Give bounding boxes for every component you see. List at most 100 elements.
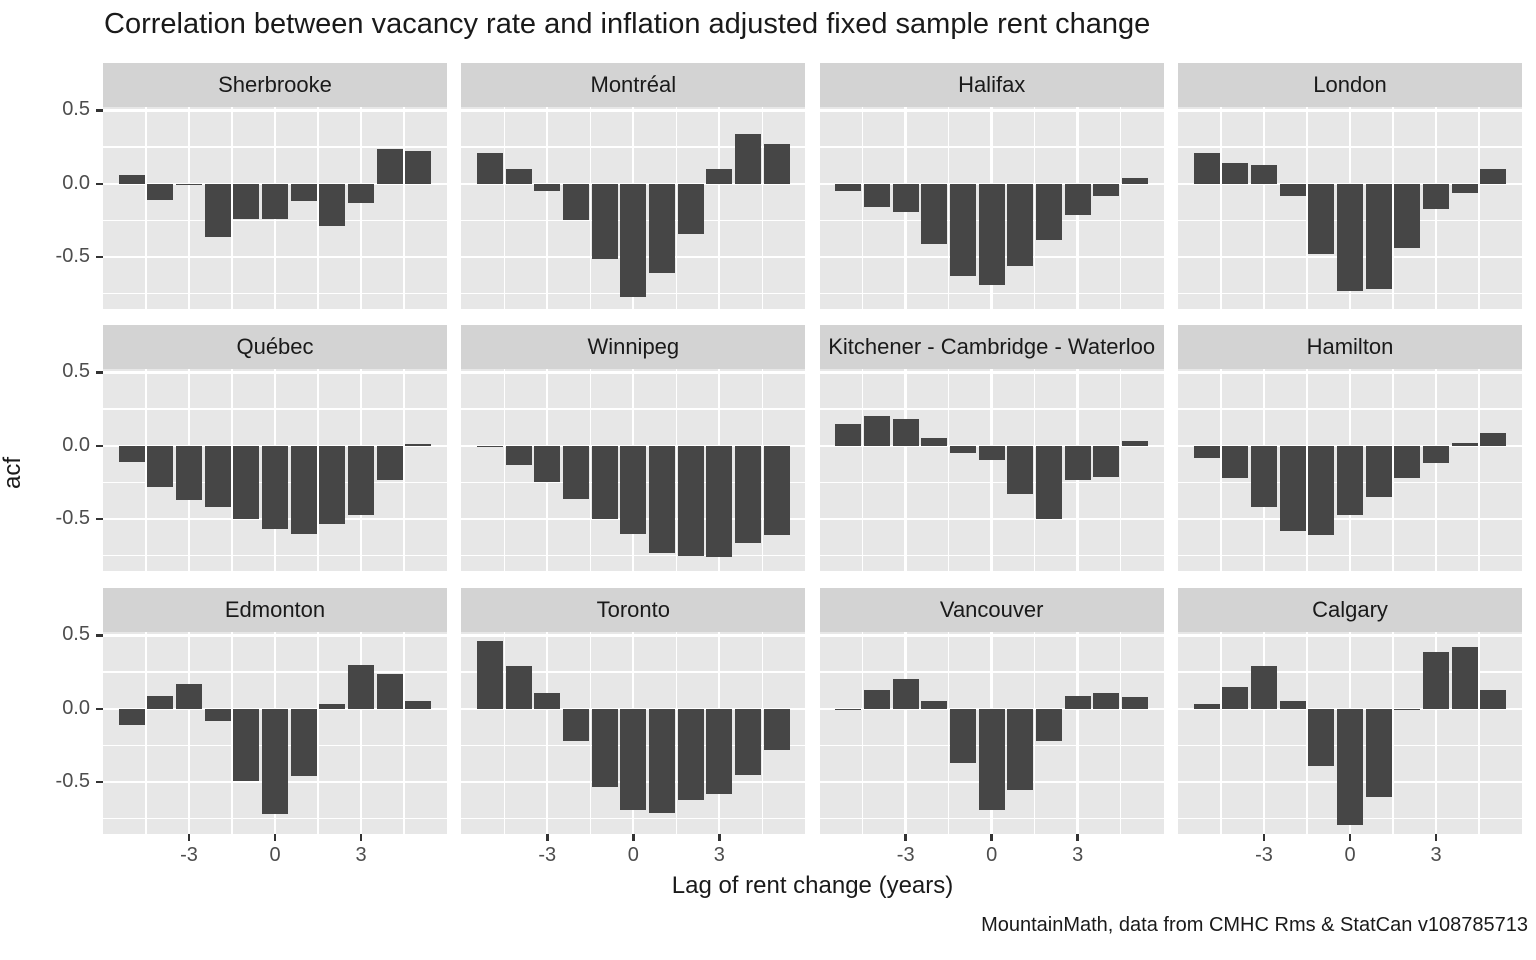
facet-title: Québec [236,334,314,359]
facet-panel-winnipeg [461,369,806,571]
acf-bar-lag-3 [348,183,374,203]
facet-title: Kitchener - Cambridge - Waterloo [828,334,1156,359]
gridline-minor-vertical [403,107,405,309]
facet-strip-hamilton: Hamilton [1178,325,1522,369]
acf-bar-lag--1 [1308,708,1335,767]
facet-title: Montréal [590,72,677,97]
x-axis-tick-label: 3 [355,844,367,866]
acf-bar-lag-1 [1365,445,1392,498]
y-axis-tick-label: 0.5 [62,360,90,383]
acf-bar-lag-0 [1337,183,1363,291]
acf-bar-lag-1 [290,445,317,534]
gridline-minor-vertical [675,632,677,834]
gridline-minor-vertical [675,107,677,309]
acf-bar-lag-2 [319,704,346,709]
gridline-minor-vertical [1478,107,1480,309]
x-axis-tick [1434,834,1438,841]
acf-bar-lag-0 [262,708,288,815]
acf-bar-lag--2 [1279,701,1306,709]
y-axis-tick-label: 0.5 [62,98,90,121]
acf-bar-lag--4 [505,445,532,465]
acf-bar-lag-3 [1423,183,1449,209]
acf-bar-lag-3 [706,445,733,558]
x-axis-tick-label: 0 [1344,844,1356,866]
x-axis-tick [904,834,907,841]
acf-bar-lag--3 [534,692,561,709]
acf-bar-lag--5 [477,445,503,448]
facet-panel-calgary [1178,632,1522,834]
gridline-minor-vertical [1120,107,1122,309]
gridline-minor-vertical [1034,369,1036,571]
acf-bar-lag--2 [204,445,231,508]
acf-bar-lag-1 [290,183,317,202]
gridline-minor-vertical [589,369,591,571]
gridline-major-vertical [990,369,993,571]
acf-bar-lag--1 [950,183,976,277]
acf-bar-lag-3 [1064,695,1091,709]
acf-bar-lag--4 [147,445,174,487]
acf-bar-lag--2 [921,183,948,244]
acf-bar-lag--3 [534,183,561,192]
acf-bar-lag-4 [1451,442,1478,446]
acf-bar-lag--2 [921,438,948,446]
x-axis-tick-label: -3 [538,844,557,866]
acf-bar-lag--3 [1251,666,1277,709]
acf-bar-lag--3 [892,419,919,446]
acf-bar-lag--4 [864,183,890,208]
gridline-minor-vertical [317,107,319,309]
gridline-minor-vertical [1478,632,1480,834]
gridline-major-vertical [359,107,363,309]
facet-panel-edmonton [103,632,447,834]
gridline-minor-vertical [1034,107,1036,309]
acf-bar-lag--3 [176,445,202,501]
acf-bar-lag--1 [233,708,260,781]
gridline-major-vertical [187,107,191,309]
x-axis-tick [1076,834,1079,841]
gridline-major-vertical [718,107,721,309]
acf-bar-lag-3 [1064,445,1091,480]
acf-bar-lag--1 [233,183,260,219]
acf-bar-lag-3 [348,664,374,709]
acf-bar-lag-3 [706,708,733,794]
facet-title: Sherbrooke [218,72,332,97]
facet-strip-quebec: Québec [103,325,447,369]
facet-strip-vancouver: Vancouver [819,588,1164,632]
gridline-minor-vertical [1220,632,1222,834]
acf-bar-lag-1 [1365,183,1392,290]
acf-bar-lag--5 [477,152,503,184]
gridline-minor-vertical [503,369,505,571]
acf-bar-lag-4 [735,708,761,775]
acf-bar-lag-0 [620,708,647,811]
acf-bar-lag-5 [1480,689,1507,709]
facet-strip-sherbrooke: Sherbrooke [103,63,447,107]
gridline-minor-vertical [862,107,864,309]
gridline-minor-vertical [231,369,233,571]
acf-bar-lag-5 [405,151,432,184]
acf-bar-lag-4 [376,148,403,184]
acf-bar-lag-5 [763,144,790,184]
acf-bar-lag-0 [1337,445,1363,515]
gridline-minor-vertical [1306,632,1308,834]
acf-bar-lag-0 [262,183,288,219]
acf-bar-lag-2 [319,445,346,524]
acf-bar-lag-5 [1122,697,1148,709]
facet-title: Toronto [596,597,670,622]
acf-bar-lag-5 [1122,177,1148,184]
acf-bar-lag--5 [118,174,145,184]
acf-bar-lag-2 [677,445,704,556]
acf-bar-lag-5 [405,701,432,709]
y-axis-tick-label: -0.5 [55,770,90,793]
acf-bar-lag--4 [864,689,890,709]
acf-bar-lag--5 [1193,445,1220,458]
y-axis-tick [96,182,103,186]
y-axis-tick-label: -0.5 [55,245,90,268]
facet-panel-quebec [103,369,447,571]
acf-bar-lag--5 [118,445,145,462]
acf-bar-lag--4 [1222,686,1249,709]
acf-bar-lag--2 [1279,183,1306,196]
acf-bar-lag--5 [1193,704,1220,709]
x-axis-tick [273,834,277,841]
acf-bar-lag-4 [1093,692,1120,709]
acf-bar-lag-3 [706,169,733,184]
acf-bar-lag--1 [233,445,260,520]
